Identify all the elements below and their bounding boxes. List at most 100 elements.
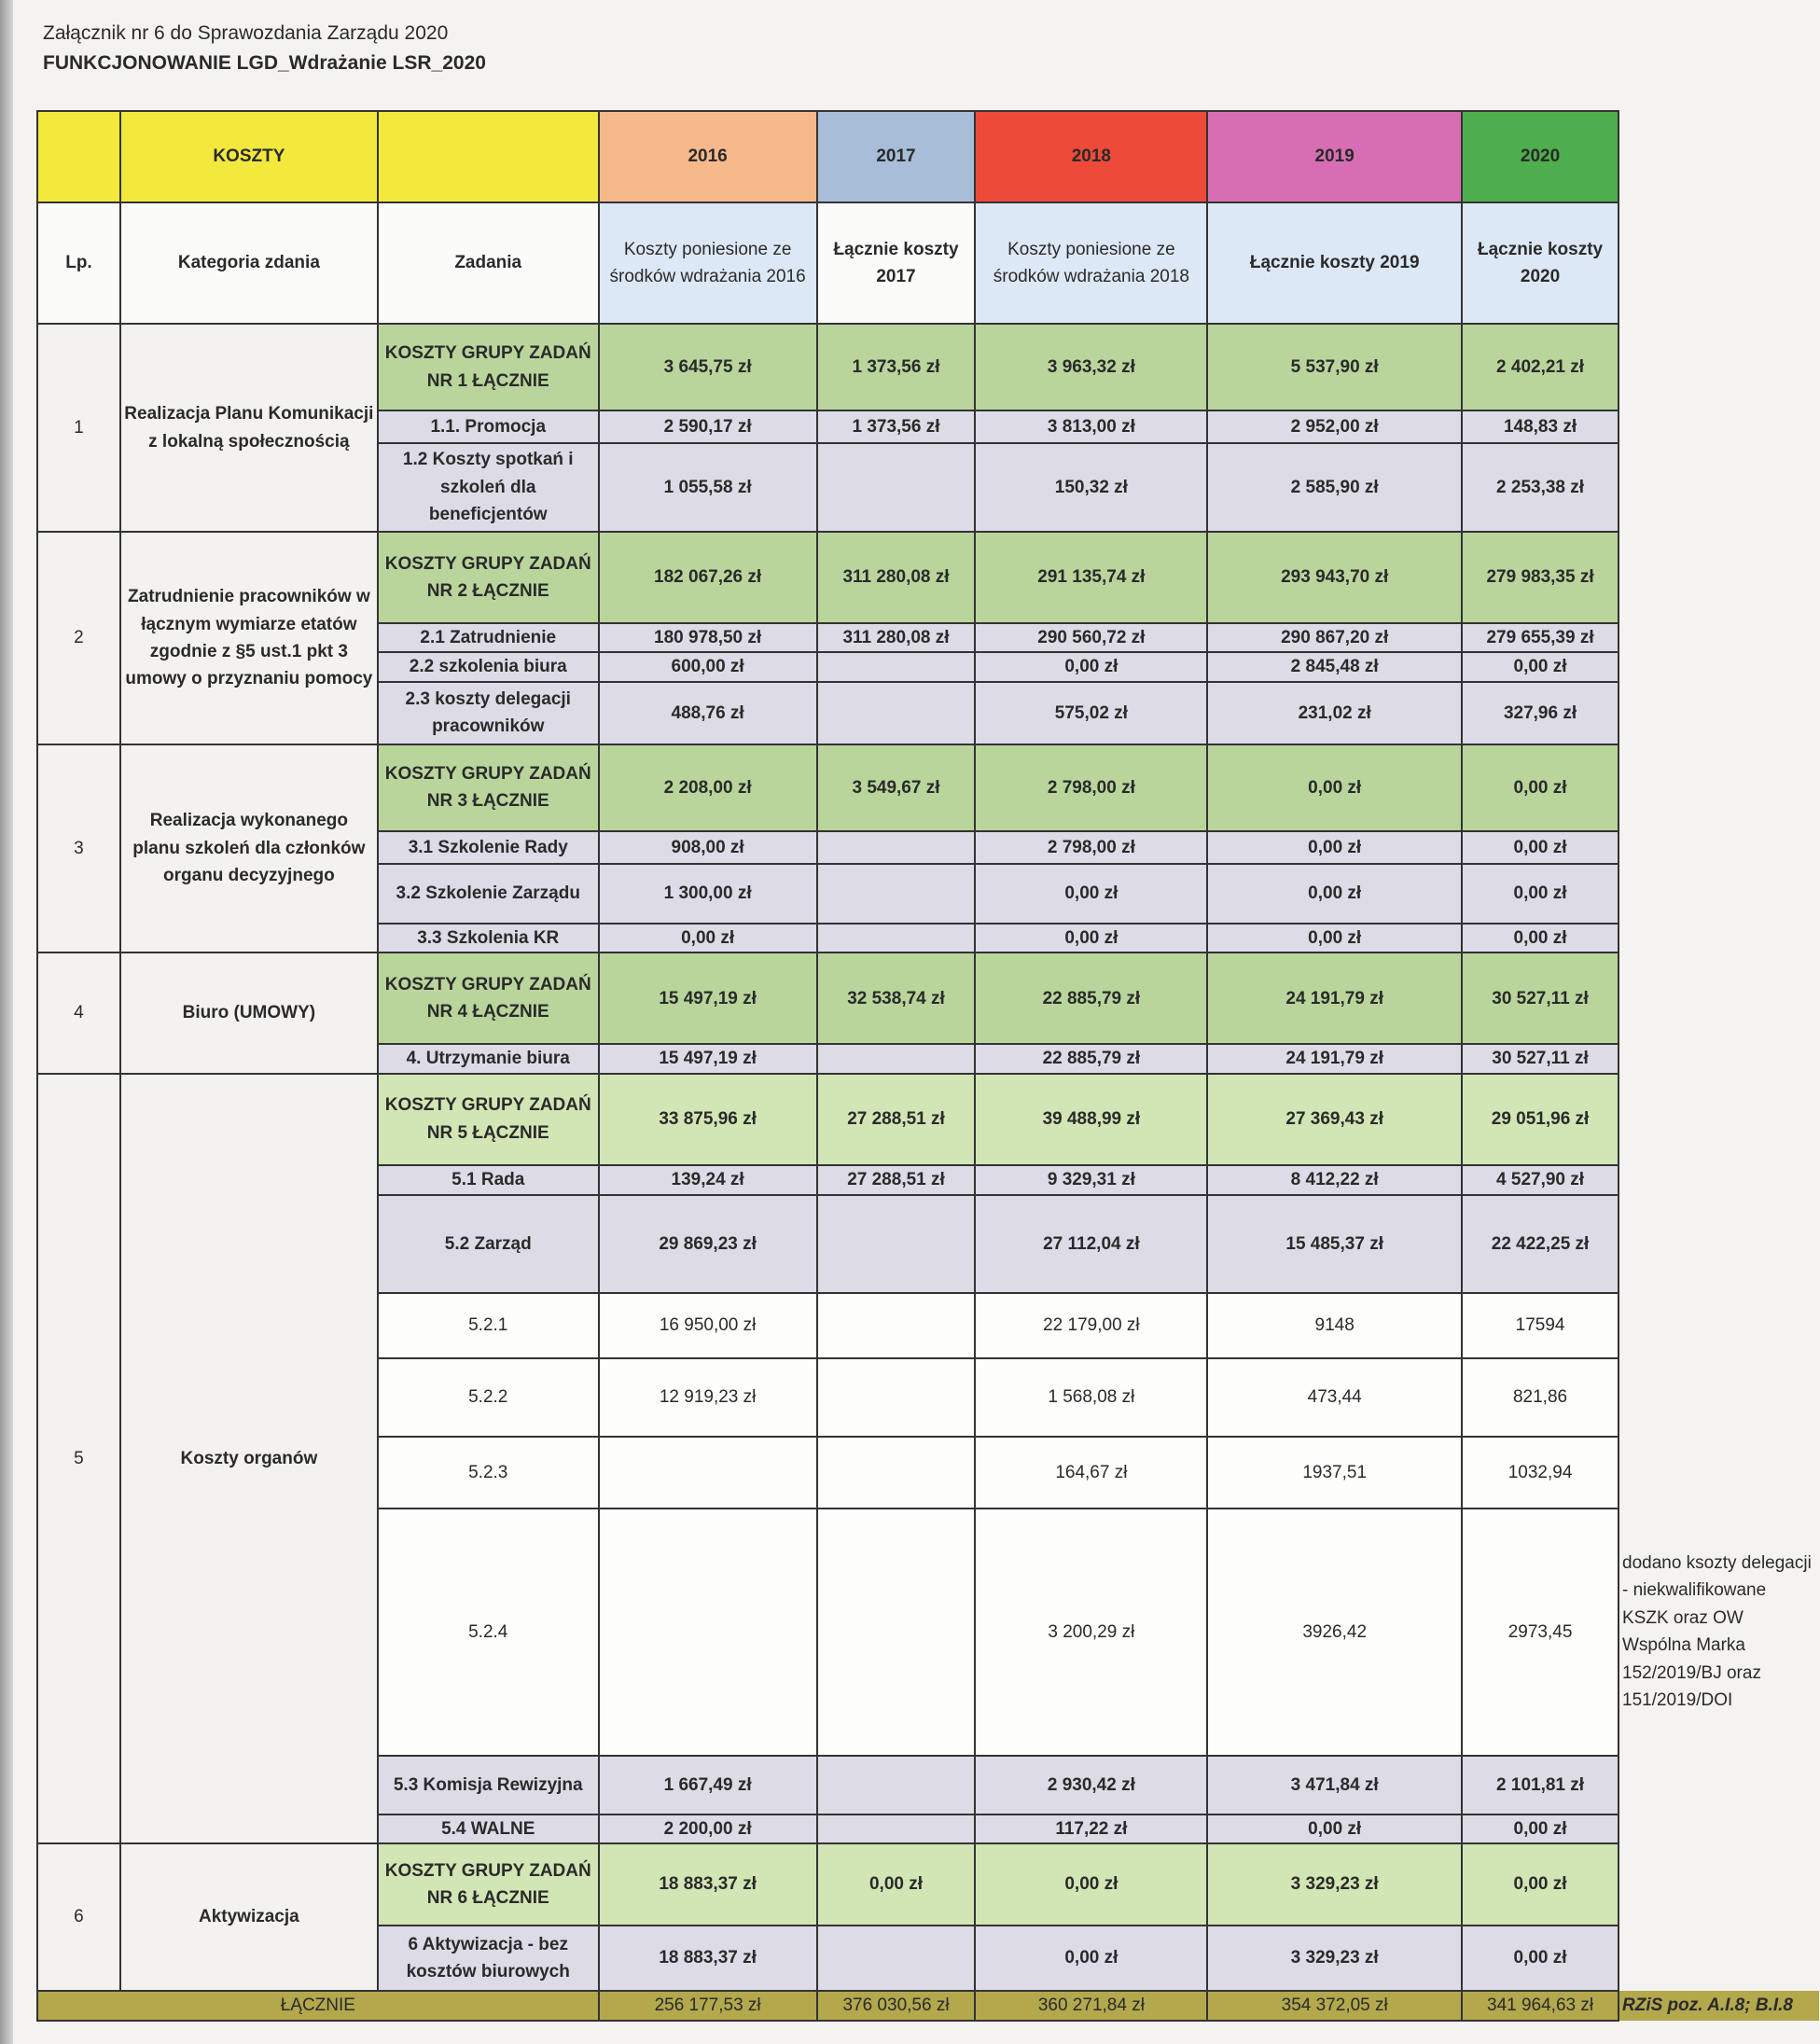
col-2019: Łącznie koszty 2019 [1206, 202, 1464, 325]
row-task: 2.2 szkolenia biura [376, 651, 600, 683]
value-2019: 5 537,90 zł [1206, 323, 1464, 411]
col-2020: Łącznie koszty 2020 [1461, 202, 1619, 325]
side-note [1619, 623, 1819, 652]
row-task: 1.2 Koszty spotkań i szkoleń dla benefic… [376, 442, 600, 533]
header-year-2019: 2019 [1206, 110, 1464, 203]
value-2016: 600,00 zł [597, 651, 818, 683]
row-lp: 3 [36, 743, 121, 954]
value-2020: 1032,94 [1461, 1435, 1619, 1509]
side-note: dodano ksozty delegacji - niekwalifikowa… [1622, 1552, 1812, 1711]
total-2017: 376 030,56 zł [815, 1990, 977, 2023]
row-lp: 4 [36, 952, 121, 1075]
table-row: 4. Utrzymanie biura 15 497,19 zł 22 885,79… [37, 1043, 1819, 1075]
table-row: 5.4 WALNE 2 200,00 zł 117,22 zł 0,00 zł 0,00… [37, 1813, 1819, 1845]
value-2016: 908,00 zł [597, 829, 818, 865]
value-2016: 0,00 zł [597, 922, 818, 954]
value-2017: 1 373,56 zł [815, 410, 977, 444]
value-2017: 1 373,56 zł [815, 323, 977, 411]
value-2016 [597, 1507, 818, 1757]
value-2017: 3 549,67 zł [815, 743, 977, 832]
row-lp: 5 [36, 1072, 121, 1845]
scan-page-edge [0, 0, 13, 2044]
value-2018: 22 885,79 zł [974, 1043, 1209, 1075]
value-2016: 2 590,17 zł [597, 410, 818, 444]
col-lp: Lp. [36, 202, 121, 325]
value-2019: 3 329,23 zł [1206, 1842, 1464, 1927]
value-2016: 1 055,58 zł [597, 442, 818, 533]
side-note [1619, 744, 1819, 831]
value-2018: 0,00 zł [974, 1842, 1209, 1927]
row-lp: 2 [36, 531, 121, 745]
row-task: 2.3 koszty delegacji pracowników [376, 680, 600, 745]
value-2017 [815, 862, 977, 925]
value-2018: 3 200,29 zł [974, 1507, 1209, 1757]
value-2020: 22 422,25 zł [1461, 1193, 1619, 1294]
value-2019: 290 867,20 zł [1206, 621, 1464, 654]
value-2018: 117,22 zł [974, 1813, 1209, 1845]
value-2019: 9148 [1206, 1291, 1464, 1359]
row-task: 6 Aktywizacja - bez kosztów biurowych [376, 1925, 600, 1993]
group-total-row: 2 Zatrudnienie pracowników w łącznym wymi… [36, 531, 1819, 745]
value-2016: 18 883,37 zł [597, 1925, 818, 1993]
side-note [1619, 443, 1819, 532]
value-2020: 279 655,39 zł [1461, 621, 1619, 654]
value-2017: 27 288,51 zł [815, 1163, 977, 1196]
value-2018: 9 329,31 zł [974, 1163, 1209, 1196]
table-row: 5.2.3 164,67 zł 1937,51 1032,94 [37, 1435, 1819, 1509]
side-note [1619, 1843, 1819, 1926]
col-2018: Koszty poniesione ze środków wdrażania 2… [974, 202, 1209, 325]
value-2020: 0,00 zł [1461, 1925, 1619, 1993]
header-year-2018: 2018 [974, 110, 1209, 203]
side-note [1619, 1195, 1819, 1293]
value-2019: 0,00 zł [1206, 1813, 1464, 1845]
value-2019: 3926,42 [1206, 1507, 1464, 1757]
value-2018: 0,00 zł [974, 1925, 1209, 1993]
side-note [1619, 831, 1819, 864]
group-total-row: 3 Realizacja wykonanego planu szkoleń dla… [36, 743, 1819, 954]
value-2018: 150,32 zł [974, 442, 1209, 533]
value-2018: 1 568,08 zł [974, 1356, 1209, 1438]
row-task: 5.2.4 [376, 1507, 600, 1757]
value-2017: 311 280,08 zł [815, 531, 977, 624]
table-row: 6 Aktywizacja - bez kosztów biurowych 18 … [37, 1925, 1819, 1993]
value-2016: 180 978,50 zł [597, 621, 818, 654]
value-2019: 231,02 zł [1206, 680, 1464, 745]
value-2017 [815, 922, 977, 954]
value-2018: 2 798,00 zł [974, 829, 1209, 865]
value-2019: 2 585,90 zł [1206, 442, 1464, 533]
value-2018: 27 112,04 zł [974, 1193, 1209, 1294]
value-2020: 30 527,11 zł [1461, 1043, 1619, 1075]
value-2018: 2 798,00 zł [974, 743, 1209, 832]
row-task: 5.2.2 [376, 1356, 600, 1438]
row-task: 3.3 Szkolenia KR [376, 922, 600, 954]
value-2017: 27 288,51 zł [815, 1072, 977, 1166]
value-2017: 311 280,08 zł [815, 621, 977, 654]
column-header-row: Lp. Kategoria zdania Zadania Koszty poni… [36, 202, 1819, 325]
table-row: 5.2 Zarząd 29 869,23 zł 27 112,04 zł 15 485… [37, 1193, 1819, 1294]
row-task: 3.2 Szkolenie Zarządu [376, 862, 600, 925]
value-2018: 0,00 zł [974, 651, 1209, 683]
side-note [1619, 532, 1819, 623]
value-2017: 0,00 zł [815, 1842, 977, 1927]
value-2018: 290 560,72 zł [974, 621, 1209, 654]
side-note [1619, 1358, 1819, 1437]
value-2019: 0,00 zł [1206, 743, 1464, 832]
side-note [1619, 1756, 1819, 1815]
value-2020: 29 051,96 zł [1461, 1072, 1619, 1166]
value-2018: 0,00 zł [974, 862, 1209, 925]
row-task: KOSZTY GRUPY ZADAŃ NR 4 ŁĄCZNIE [376, 952, 600, 1046]
col-2017: Łącznie koszty 2017 [815, 202, 977, 325]
row-task: KOSZTY GRUPY ZADAŃ NR 6 ŁĄCZNIE [376, 1842, 600, 1927]
header-blank-lp [36, 110, 121, 203]
value-2019: 3 471,84 zł [1206, 1754, 1464, 1815]
value-2019: 3 329,23 zł [1206, 1925, 1464, 1993]
costs-table: KOSZTY 2016 2017 2018 2019 2020 Lp. Kate… [36, 110, 1820, 2023]
value-2019: 24 191,79 zł [1206, 952, 1464, 1046]
table-row: 5.1 Rada 139,24 zł 27 288,51 zł 9 329,31 zł… [37, 1163, 1819, 1196]
col-2016: Koszty poniesione ze środków wdrażania 2… [597, 202, 818, 325]
side-note [1619, 1815, 1819, 1843]
header-year-2016: 2016 [597, 110, 818, 203]
header-year-2017: 2017 [815, 110, 977, 203]
value-2019: 0,00 zł [1206, 922, 1464, 954]
row-task: 4. Utrzymanie biura [376, 1043, 600, 1075]
